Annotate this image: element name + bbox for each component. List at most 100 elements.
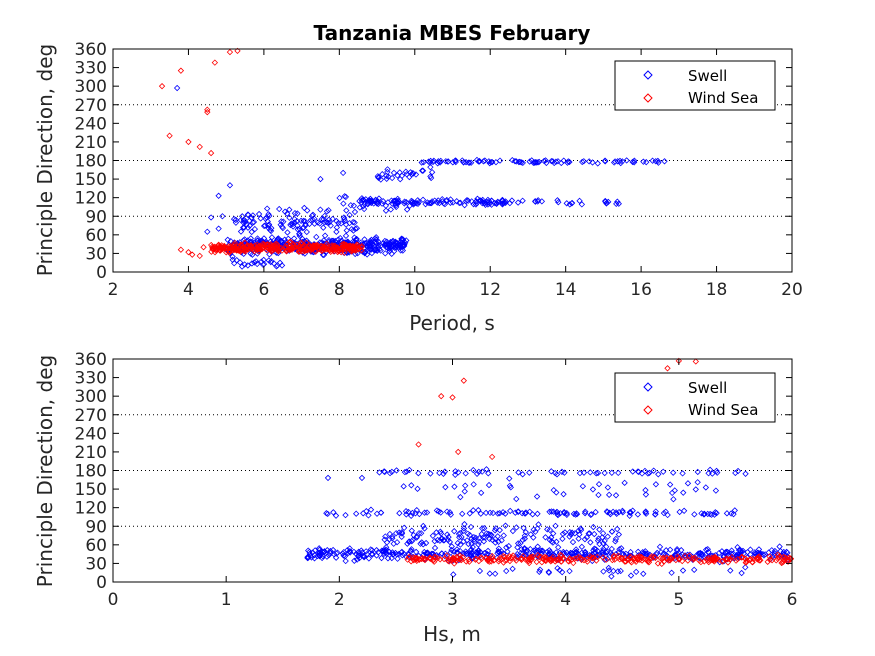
period-swell-point: [276, 205, 283, 213]
hs-swell-point: [693, 552, 700, 559]
period-windsea-point: [296, 245, 304, 252]
hs-y-tick-label: 210: [75, 443, 107, 463]
hs-legend-windsea-marker: [643, 405, 653, 415]
period-swell-point: [568, 199, 576, 207]
hs-swell-point: [652, 481, 660, 488]
period-swell-point: [319, 251, 327, 258]
period-swell-point: [296, 232, 303, 239]
period-swell-point: [343, 207, 350, 214]
hs-swell-point: [591, 545, 598, 552]
hs-windsea-point: [645, 558, 652, 565]
hs-swell-point: [561, 469, 568, 476]
hs-y-axis-label: Principle Direction, deg: [33, 355, 57, 587]
period-swell-point: [491, 199, 499, 207]
period-swell-point: [373, 239, 380, 246]
hs-windsea-point: [573, 555, 581, 562]
period-legend-windsea-marker: [643, 93, 653, 103]
period-swell-point: [408, 197, 415, 205]
period-windsea-point: [287, 246, 294, 253]
hs-swell-point: [751, 549, 759, 556]
period-swell-point: [418, 159, 425, 166]
period-swell-point: [403, 199, 410, 206]
hs-windsea-point: [692, 358, 699, 365]
hs-swell-point: [655, 471, 662, 478]
period-swell-point: [267, 258, 274, 266]
period-swell-point: [436, 199, 443, 207]
hs-swell-point: [608, 573, 615, 580]
period-swell-point: [393, 197, 400, 204]
hs-windsea-point: [734, 555, 741, 563]
hs-swell-point: [504, 548, 511, 555]
hs-swell-point: [363, 508, 370, 515]
hs-swell-point: [702, 546, 710, 553]
period-swell-point: [280, 218, 287, 225]
hs-swell-point: [534, 510, 541, 517]
hs-swell-point: [533, 493, 541, 500]
hs-swell-point: [673, 546, 681, 553]
hs-windsea-point: [488, 453, 496, 461]
period-swell-point: [473, 156, 481, 164]
period-windsea-point: [311, 244, 318, 251]
period-swell-point: [361, 236, 368, 243]
period-swell-point: [321, 212, 328, 220]
hs-swell-point: [607, 549, 614, 556]
period-swell-point: [542, 157, 549, 164]
hs-y-tick-label: 300: [75, 387, 107, 407]
hs-windsea-point: [412, 556, 420, 563]
period-swell-point: [281, 208, 289, 215]
hs-swell-point: [485, 470, 492, 477]
hs-windsea-point: [449, 394, 456, 401]
hs-windsea-point: [654, 560, 662, 567]
period-swell-point: [534, 198, 541, 205]
period-swell-point: [379, 171, 386, 178]
hs-swell-point: [578, 543, 586, 550]
hs-windsea-point: [732, 557, 740, 564]
hs-windsea-point: [513, 557, 520, 564]
hs-swell-point: [480, 534, 487, 541]
hs-swell-point: [360, 554, 368, 561]
hs-swell-point: [523, 547, 531, 554]
hs-swell-point: [641, 467, 649, 475]
hs-swell-point: [460, 527, 467, 534]
period-swell-point: [288, 220, 295, 227]
period-swell-point: [233, 256, 240, 264]
hs-swell-point: [471, 536, 478, 543]
period-swell-point: [367, 195, 374, 203]
period-swell-point: [252, 258, 260, 265]
hs-swell-point: [316, 549, 323, 556]
period-swell-point: [260, 256, 267, 264]
hs-swell-point: [650, 467, 657, 474]
hs-windsea-point: [488, 558, 495, 565]
hs-swell-point: [514, 544, 521, 551]
hs-swell-point: [515, 469, 522, 476]
period-windsea-point: [166, 132, 173, 139]
period-windsea-point: [337, 246, 344, 253]
hs-swell-point: [559, 530, 567, 538]
hs-swell-point: [365, 555, 373, 562]
period-swell-point: [611, 158, 619, 165]
period-windsea-point: [207, 149, 215, 157]
period-swell-point: [392, 242, 399, 249]
hs-swell-point: [605, 491, 613, 498]
period-swell-point: [375, 242, 382, 249]
hs-swell-point: [323, 510, 330, 517]
hs-swell-point: [359, 549, 366, 556]
hs-swell-point: [765, 549, 772, 556]
hs-swell-point: [475, 506, 482, 514]
period-swell-point: [358, 195, 366, 202]
period-swell-point: [281, 236, 288, 243]
period-windsea-point: [321, 244, 328, 252]
hs-swell-point: [332, 554, 340, 561]
hs-swell-point: [590, 523, 597, 531]
period-swell-point: [375, 195, 383, 202]
period-swell-point: [289, 223, 297, 230]
hs-windsea-point: [509, 552, 517, 559]
hs-swell-point: [554, 509, 561, 516]
hs-swell-point: [732, 469, 739, 477]
period-swell-point: [390, 197, 397, 205]
period-swell-point: [391, 247, 398, 255]
hs-swell-point: [728, 547, 735, 554]
period-x-tick-label: 10: [404, 280, 426, 300]
hs-swell-point: [413, 534, 420, 541]
period-swell-point: [248, 260, 256, 267]
